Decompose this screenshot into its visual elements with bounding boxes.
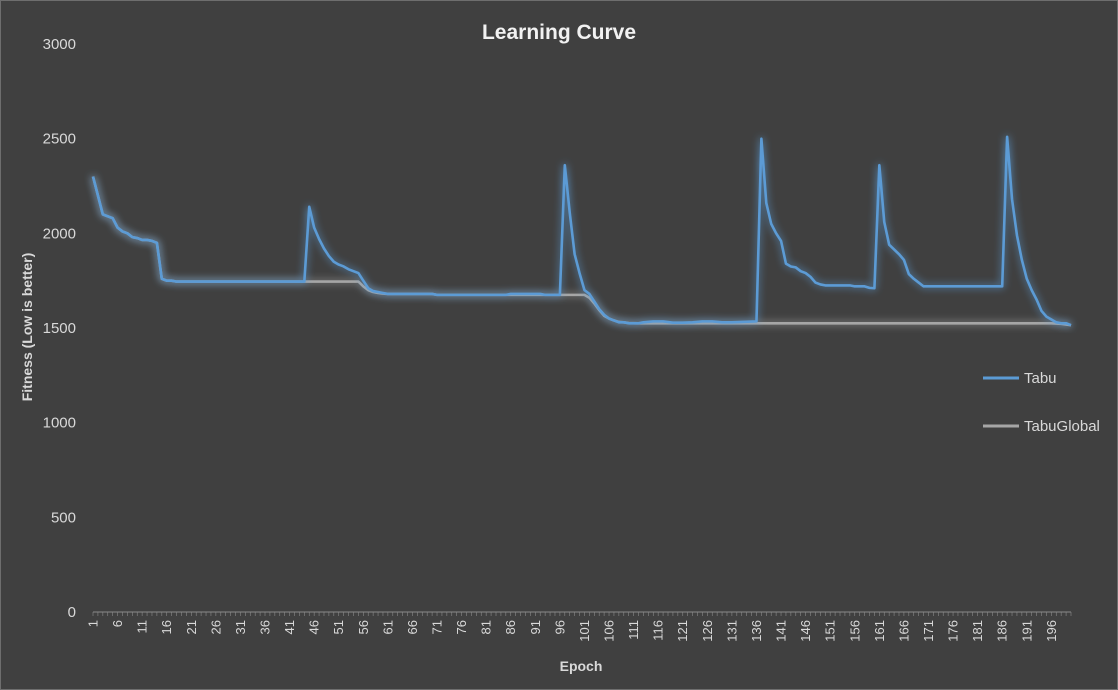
x-tick-label: 81	[479, 620, 494, 634]
x-tick-label: 46	[307, 620, 322, 634]
x-tick-label: 1	[86, 620, 101, 627]
x-tick-label: 41	[282, 620, 297, 634]
x-tick-label: 86	[503, 620, 518, 634]
series-line-tabu	[91, 135, 1072, 327]
x-tick-label: 11	[135, 620, 150, 634]
x-tick-label: 96	[552, 620, 567, 634]
legend: Tabu TabuGlobal	[983, 370, 1100, 435]
x-axis-label: Epoch	[560, 658, 603, 674]
x-tick-label: 101	[577, 620, 592, 642]
x-tick-label: 111	[626, 620, 641, 640]
x-tick-label: 126	[700, 620, 715, 642]
x-tick-label: 191	[1019, 620, 1034, 642]
x-tick-label: 66	[405, 620, 420, 634]
x-tick-label: 61	[380, 620, 395, 634]
x-tick-label: 106	[602, 620, 617, 642]
x-axis-ticks: 1 6 11 16 21 26 31 36 41 46 51 56 61 66 71 76 81 86 91 96 10…	[86, 612, 1072, 642]
y-tick-label: 500	[51, 509, 76, 526]
y-axis-ticks: 0 500 1000 1500 2000 2500 3000	[43, 36, 76, 621]
y-tick-label: 1000	[43, 415, 76, 432]
chart-title: Learning Curve	[482, 21, 636, 44]
x-tick-label: 6	[110, 620, 125, 627]
x-tick-label: 51	[331, 620, 346, 634]
y-tick-label: 1500	[43, 320, 76, 337]
y-tick-label: 3000	[43, 36, 76, 53]
x-tick-label: 26	[208, 620, 223, 634]
x-tick-label: 131	[724, 620, 739, 642]
x-tick-label: 161	[872, 620, 887, 642]
x-tick-label: 151	[823, 620, 838, 642]
x-tick-label: 146	[798, 620, 813, 642]
x-tick-label: 166	[896, 620, 911, 642]
x-tick-label: 91	[528, 620, 543, 634]
series-line-tabuglobal	[91, 176, 1072, 327]
legend-label-tabu: Tabu	[1024, 370, 1057, 387]
x-tick-label: 36	[258, 620, 273, 634]
x-tick-label: 16	[159, 620, 174, 634]
x-tick-label: 171	[921, 620, 936, 642]
y-tick-label: 2000	[43, 225, 76, 242]
x-tick-label: 156	[847, 620, 862, 642]
y-tick-label: 2500	[43, 131, 76, 148]
x-tick-label: 21	[184, 620, 199, 634]
x-tick-label: 136	[749, 620, 764, 642]
x-tick-label: 76	[454, 620, 469, 634]
y-tick-label: 0	[68, 604, 76, 621]
x-tick-label: 181	[970, 620, 985, 642]
x-tick-label: 141	[774, 620, 789, 642]
y-axis-label: Fitness (Low is better)	[19, 253, 35, 402]
x-tick-label: 186	[995, 620, 1010, 642]
series-layer	[91, 135, 1072, 327]
x-tick-label: 176	[946, 620, 961, 642]
legend-label-tabuglobal: TabuGlobal	[1024, 418, 1100, 435]
x-tick-label: 121	[675, 620, 690, 642]
x-tick-label: 116	[651, 620, 666, 641]
x-tick-label: 196	[1044, 620, 1059, 642]
x-tick-label: 71	[430, 620, 445, 634]
x-tick-label: 31	[233, 620, 248, 634]
x-tick-label: 56	[356, 620, 371, 634]
